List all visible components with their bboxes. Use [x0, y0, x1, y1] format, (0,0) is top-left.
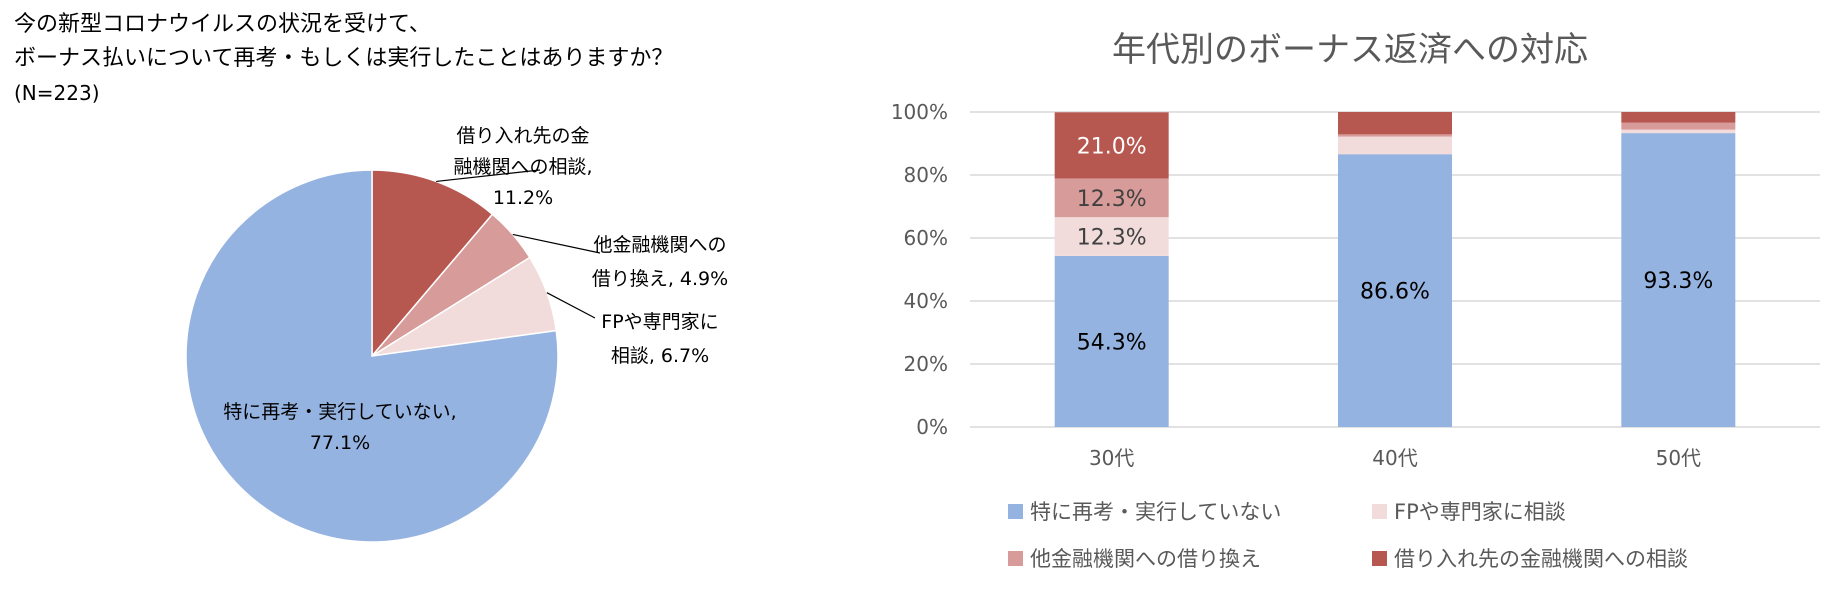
pie-slice-label: 他金融機関への借り換え, 4.9%: [592, 234, 728, 290]
bar-data-label: 12.3%: [1077, 226, 1147, 251]
pie-leader-line: [546, 292, 596, 319]
x-tick-label: 50代: [1656, 446, 1701, 470]
bar-data-label: 21.0%: [1077, 134, 1147, 159]
legend-swatch: [1008, 504, 1023, 519]
bar-data-label: 86.6%: [1360, 280, 1430, 305]
x-tick-label: 30代: [1089, 446, 1134, 470]
bar-data-label: 93.3%: [1643, 269, 1713, 294]
bar-segment: [1054, 112, 1169, 179]
legend-label: FPや専門家に相談: [1394, 500, 1566, 524]
pie-chart: 借り入れ先の金融機関への相談, 11.2%他金融機関への借り換え, 4.9% FPや…: [185, 125, 728, 543]
y-tick-label: 40%: [904, 289, 948, 313]
bar-segment: [1054, 178, 1169, 218]
pie-slice: [371, 169, 494, 359]
pie-slice-label: FPや専門家に相談, 6.7%: [601, 311, 718, 367]
bar-segment: [1621, 129, 1736, 134]
left-chart-question: 今の新型コロナウイルスの状況を受けて、 ボーナス払いについて再考・もしくは実行し…: [14, 8, 673, 110]
question-line-2: ボーナス払いについて再考・もしくは実行したことはありますか？: [14, 46, 674, 71]
bar-segment: [1621, 112, 1736, 123]
sample-size: (N=223): [14, 81, 100, 105]
y-tick-label: 60%: [904, 226, 948, 250]
x-tick-label: 40代: [1372, 446, 1417, 470]
bar-segment: [1621, 122, 1736, 130]
stacked-bar-chart: 年代別のボーナス返済への対応 0% 20% 40% 60% 80% 100% 54.3% 12…: [891, 30, 1820, 571]
legend-swatch: [1008, 551, 1023, 566]
bar-segment: [1338, 112, 1452, 135]
bar-chart-title: 年代別のボーナス返済への対応: [1112, 30, 1588, 70]
bar-segment: [1338, 136, 1452, 155]
bar-data-label: 12.3%: [1077, 187, 1147, 212]
legend-label: 借り入れ先の金融機関への相談: [1394, 547, 1688, 571]
pie-leader-line: [436, 169, 541, 183]
pie-slice: [185, 169, 559, 543]
pie-slice-label: 借り入れ先の金融機関への相談, 11.2%: [453, 125, 592, 209]
y-tick-label: 20%: [904, 352, 948, 376]
pie-slice-label: 特に再考・実行していない, 77.1%: [223, 401, 456, 454]
legend-label: 他金融機関への借り換え: [1030, 547, 1261, 571]
bar-segment: [1338, 134, 1452, 137]
question-line-1: 今の新型コロナウイルスの状況を受けて、: [14, 12, 431, 37]
bar-segment: [1338, 154, 1452, 427]
y-tick-label: 0%: [916, 415, 948, 439]
pie-leader-line: [512, 233, 601, 254]
bar-segment: [1054, 217, 1169, 256]
legend-swatch: [1372, 551, 1387, 566]
legend-swatch: [1372, 504, 1387, 519]
y-tick-label: 100%: [891, 100, 948, 124]
bar-data-label: 54.3%: [1077, 330, 1147, 355]
bar-segment: [1054, 255, 1169, 427]
y-tick-label: 80%: [904, 163, 948, 187]
legend-label: 特に再考・実行していない: [1030, 500, 1281, 524]
bar-segment: [1621, 133, 1736, 428]
